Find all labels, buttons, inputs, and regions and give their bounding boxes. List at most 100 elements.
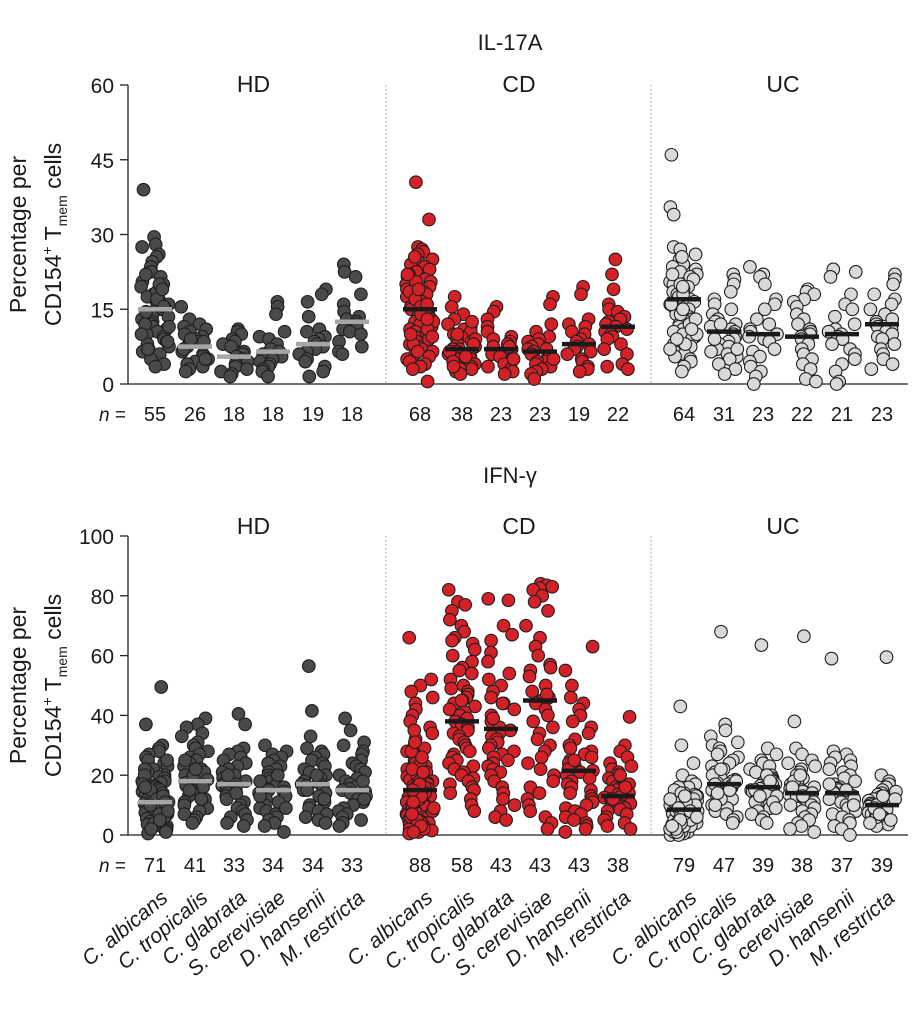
n-count-label: 43 — [568, 855, 590, 877]
data-point — [825, 337, 839, 351]
n-count-label: 58 — [451, 855, 473, 877]
data-point — [406, 795, 421, 809]
n-count-label: 38 — [791, 855, 813, 877]
data-point — [305, 704, 319, 718]
n-prefix-equals: = — [110, 856, 126, 877]
data-point — [446, 359, 461, 374]
series-cd-c-albicans — [399, 175, 441, 389]
data-point — [185, 816, 200, 830]
data-point — [600, 819, 615, 833]
n-count-label: 23 — [490, 404, 512, 426]
data-point — [405, 807, 419, 821]
series-hd-m-restricta — [332, 257, 369, 361]
data-point — [572, 364, 587, 379]
data-point — [441, 582, 456, 597]
data-point — [257, 819, 272, 833]
data-point — [467, 804, 482, 818]
group-label-uc: UC — [766, 513, 799, 539]
n-count-label: 47 — [713, 855, 735, 877]
data-point — [277, 825, 291, 839]
data-point — [422, 212, 436, 227]
data-point — [886, 277, 901, 292]
data-point — [864, 362, 879, 376]
n-count-label: 39 — [752, 855, 774, 877]
data-point — [240, 362, 254, 376]
data-point — [481, 672, 496, 687]
y-axis-label-line2: CD154+ Tmem cells — [39, 594, 70, 777]
data-point — [317, 792, 332, 806]
data-point — [606, 282, 621, 297]
data-point — [502, 666, 517, 681]
series-uc-m-restricta — [861, 650, 903, 833]
data-point — [458, 349, 473, 364]
data-point — [420, 374, 435, 389]
n-prefix-letter: n — [99, 405, 110, 426]
data-point — [710, 786, 725, 800]
data-point — [768, 801, 783, 815]
data-point — [496, 618, 511, 633]
data-point — [220, 768, 235, 783]
data-point — [546, 774, 561, 789]
data-point — [848, 774, 862, 789]
data-point — [178, 364, 193, 379]
data-point — [545, 579, 560, 594]
data-point — [316, 364, 331, 379]
data-point — [563, 690, 578, 705]
data-point — [424, 672, 439, 687]
data-point — [754, 638, 769, 652]
series-uc-c-glabrata — [743, 638, 784, 830]
data-point — [135, 240, 149, 254]
data-point — [441, 317, 455, 332]
data-point — [139, 267, 153, 282]
n-count-label: 19 — [302, 404, 324, 426]
data-point — [828, 309, 842, 324]
data-point — [467, 642, 482, 657]
data-point — [563, 741, 578, 756]
data-point — [846, 798, 861, 812]
n-count-label: 19 — [568, 404, 590, 426]
data-point — [674, 738, 689, 753]
y-label-sub: mem — [54, 195, 70, 226]
data-point — [532, 786, 547, 800]
series-hd-d-hansenii — [294, 659, 334, 830]
data-point — [843, 828, 857, 842]
n-prefix: n = — [99, 856, 126, 877]
data-point — [567, 813, 581, 827]
data-point — [523, 804, 538, 818]
data-point — [153, 813, 167, 827]
data-point — [310, 768, 324, 783]
data-point — [279, 801, 293, 815]
n-prefix-equals: = — [110, 405, 126, 426]
n-count-label: 34 — [302, 855, 324, 877]
data-point — [406, 825, 421, 839]
n-count-label: 38 — [451, 404, 473, 426]
n-count-label: 64 — [673, 404, 695, 426]
data-point — [584, 750, 599, 765]
n-count-label: 33 — [223, 855, 245, 877]
series-hd-d-hansenii — [292, 282, 333, 384]
data-point — [527, 594, 542, 609]
data-point — [822, 777, 837, 792]
data-point — [354, 813, 368, 827]
data-point — [499, 813, 513, 827]
data-point — [809, 374, 823, 389]
data-point — [674, 364, 689, 379]
n-count-label: 23 — [871, 404, 893, 426]
n-count-label: 18 — [341, 404, 363, 426]
data-point — [343, 723, 358, 738]
data-point — [618, 780, 633, 795]
data-point — [622, 710, 637, 724]
data-point — [614, 337, 628, 351]
data-point — [148, 359, 163, 374]
series-hd-c-glabrata — [215, 707, 254, 833]
series-cd-c-tropicalis — [441, 289, 483, 381]
data-point — [867, 287, 882, 302]
data-point — [501, 593, 516, 608]
series-cd-d-hansenii — [558, 639, 600, 839]
data-point — [743, 260, 757, 274]
data-point — [134, 279, 148, 294]
data-point — [565, 714, 580, 729]
data-point — [795, 747, 809, 762]
n-count-label: 22 — [607, 404, 629, 426]
series-cd-m-restricta — [597, 710, 639, 836]
